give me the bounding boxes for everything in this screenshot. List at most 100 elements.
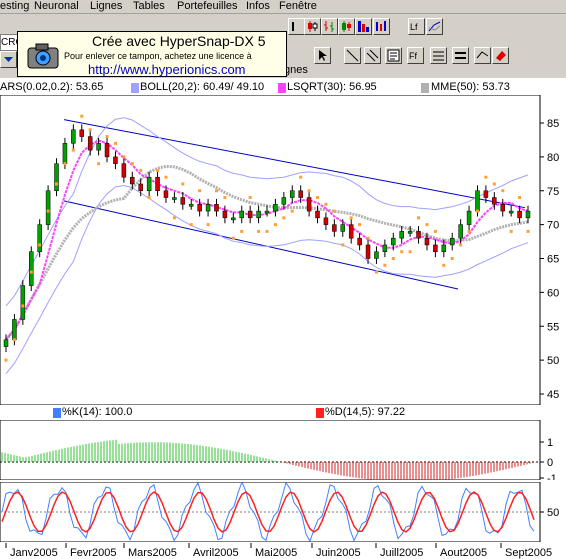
- sar-dot: [240, 229, 244, 233]
- cursor-button[interactable]: [314, 47, 331, 64]
- multi-line-button[interactable]: [452, 47, 469, 64]
- candle-body: [449, 237, 455, 246]
- candle-body: [197, 204, 202, 212]
- svg-text:Ff: Ff: [409, 51, 417, 61]
- candle-body: [20, 285, 26, 320]
- channel-button[interactable]: [474, 47, 491, 64]
- sar-dot: [248, 196, 252, 200]
- parallel-lines-button[interactable]: [364, 47, 381, 64]
- candle-body: [188, 204, 194, 207]
- sar-dot: [88, 128, 92, 132]
- candle-body: [348, 224, 354, 239]
- d-line: [1, 491, 535, 533]
- menu-neuronal[interactable]: Neuronal: [34, 0, 79, 12]
- candle-body: [407, 231, 413, 234]
- candle-body: [29, 251, 34, 286]
- horizontal-lines-button[interactable]: [430, 47, 447, 64]
- menu-tables[interactable]: Tables: [133, 0, 165, 12]
- symbol-input[interactable]: CRO: [0, 34, 18, 51]
- x-tick-label: Mars2005: [128, 547, 177, 559]
- sar-dot: [459, 243, 463, 247]
- sar-dot: [341, 243, 345, 247]
- x-tick-label: Avril2005: [193, 547, 239, 559]
- candle-body: [525, 210, 531, 219]
- candlestick-green-button[interactable]: [338, 18, 355, 35]
- sar-dot: [349, 216, 353, 220]
- candle-body: [96, 143, 101, 151]
- price-chart[interactable]: 85 80 75 70 65 60 55 50 45: [0, 95, 566, 405]
- line-tool-button[interactable]: [344, 47, 361, 64]
- x-tick-label: Aout2005: [440, 547, 487, 559]
- candle-body: [365, 244, 371, 259]
- indicator-legend: ARS(0.02,0.2): 53.65 BOLL(20,2): 60.49/ …: [0, 80, 566, 94]
- eraser-button[interactable]: [492, 47, 509, 64]
- candle-body: [264, 210, 270, 214]
- fibonacci-button[interactable]: Ff: [407, 47, 424, 64]
- sar-dot: [518, 196, 522, 200]
- macd-panel[interactable]: 1 0 -1: [0, 420, 566, 480]
- bar-chart-button[interactable]: [373, 18, 390, 35]
- lsqrt-swatch: [278, 83, 286, 93]
- candle-body: [290, 190, 295, 198]
- sar-dot: [231, 236, 235, 240]
- chart-type-button[interactable]: [288, 18, 305, 35]
- sar-dot: [433, 229, 437, 233]
- date-axis: Janv2005 Fevr2005 Mars2005 Avril2005 Mai2005…: [5, 543, 552, 559]
- camera-icon: [27, 43, 59, 69]
- dropdown-arrow-button[interactable]: [0, 51, 17, 68]
- y-tick-label: 80: [547, 152, 559, 164]
- sar-dot: [417, 216, 421, 220]
- trend-button[interactable]: [426, 18, 443, 35]
- sar-dot: [358, 223, 362, 227]
- parallel-lines-icon: [366, 49, 379, 62]
- menu-fenetre[interactable]: Fenêtre: [279, 0, 317, 12]
- sar-dot: [156, 168, 160, 172]
- trend-icon: [428, 21, 441, 32]
- sar-dot: [113, 141, 117, 145]
- sar-dot: [4, 358, 8, 362]
- candle-body: [416, 231, 421, 239]
- candle-body: [231, 217, 236, 221]
- menu-lignes[interactable]: Lignes: [90, 0, 123, 12]
- candle-body: [205, 204, 211, 212]
- sar-dot: [400, 250, 404, 254]
- sar-dot: [324, 202, 328, 206]
- candle-body: [163, 190, 169, 198]
- y-tick-label: 85: [547, 118, 559, 130]
- boll-swatch: [131, 83, 139, 93]
- sar-dot: [332, 209, 336, 213]
- candle-body: [298, 190, 303, 198]
- histogram-button[interactable]: [355, 18, 372, 35]
- toolbar: CRO Lf gnes Ff 7 8 9 10 11 12 Crée avec …: [0, 14, 566, 78]
- sar-dot: [105, 135, 109, 139]
- candle-body: [323, 217, 329, 225]
- menu-portefeuilles[interactable]: Portefeuilles: [177, 0, 238, 12]
- menu-infos[interactable]: Infos: [246, 0, 270, 12]
- x-tick-label: Fevr2005: [70, 547, 116, 559]
- sar-dot: [509, 229, 513, 233]
- sar-dot: [467, 229, 471, 233]
- stamp-title: Crée avec HyperSnap-DX 5: [92, 33, 266, 49]
- boll-upper-line: [5, 117, 529, 307]
- candle-body: [256, 210, 261, 219]
- macd-tick-label: 1: [547, 437, 553, 449]
- candle-body: [382, 244, 388, 252]
- candlestick-red-button[interactable]: [304, 18, 321, 35]
- candle-body: [222, 210, 228, 219]
- ohlc-button[interactable]: [321, 18, 338, 35]
- text-tool-button[interactable]: [385, 47, 402, 64]
- sar-dot: [55, 182, 59, 186]
- sar-dot: [206, 223, 210, 227]
- mme-swatch: [421, 83, 429, 93]
- boll-lower-line: [5, 184, 529, 375]
- sar-dot: [484, 175, 488, 179]
- formula-button[interactable]: Lf: [408, 18, 425, 35]
- macd-tick-label: -1: [547, 473, 557, 480]
- candle-body: [146, 176, 152, 191]
- stochastic-panel[interactable]: 50: [0, 482, 566, 542]
- sar-dot: [374, 270, 378, 274]
- sar-dot: [492, 182, 496, 186]
- macd-tick-label: 0: [547, 457, 553, 469]
- menu-testing[interactable]: esting: [0, 0, 30, 12]
- sar-label: ARS(0.02,0.2): 53.65: [0, 81, 104, 93]
